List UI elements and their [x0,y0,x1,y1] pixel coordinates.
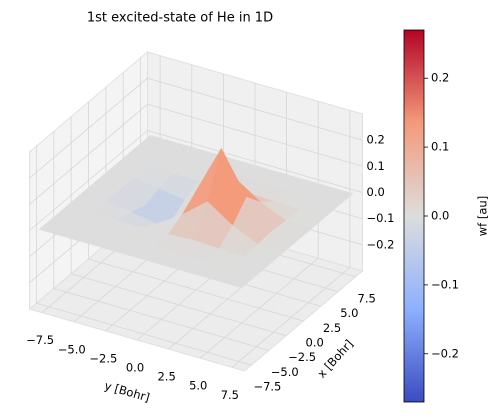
y-tick-label: −5.0 [271,365,299,379]
grid-line [147,130,363,193]
y-tick-label: −2.5 [288,350,316,364]
grid-line [88,258,304,322]
y-tick-label: 7.5 [358,291,376,305]
x-tick-label: 0.0 [126,361,144,375]
x-tick-label: −5.0 [58,342,86,356]
y-tick-label: 5.0 [340,306,358,320]
z-tick-label: −0.2 [367,237,395,251]
surface-patch [215,268,257,289]
colorbar-tick-label: −0.1 [431,277,459,291]
grid-line [70,273,287,337]
grid-line [29,103,148,205]
grid-line [29,77,148,179]
z-tick-label: 0.0 [367,185,385,199]
grid-line [53,288,269,351]
y-tick-label: 0.0 [306,336,324,350]
grid-line [29,130,148,231]
colorbar-tick-label: −0.2 [431,346,459,360]
z-tick-label: 0.1 [367,159,385,173]
y-tick-label: 2.5 [323,321,341,335]
grid-line [36,302,252,366]
z-tick-label: 0.2 [367,133,385,147]
z-tick-label: −0.1 [367,211,395,225]
colorbar-tick-label: 0.0 [431,209,449,223]
x-tick-label: −7.5 [26,333,54,347]
chart-title: 1st excited-state of He in 1D [87,11,273,26]
grid-line [147,77,363,141]
x-tick-label: −2.5 [89,351,117,365]
colorbar-label: wf [au] [476,196,490,236]
x-tick-label: 7.5 [221,388,239,402]
grid-line [147,103,363,167]
colorbar-tick-label: 0.1 [431,140,449,154]
y-tick-label: −7.5 [253,380,281,394]
colorbar-tick-label: 0.2 [431,71,449,85]
colorbar [403,29,425,403]
x-tick-label: 2.5 [157,370,175,384]
x-axis-label: y [Bohr] [103,378,151,404]
x-tick-label: 5.0 [189,379,207,393]
